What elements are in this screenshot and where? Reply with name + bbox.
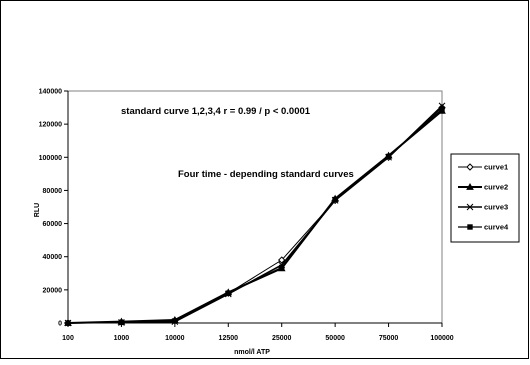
- y-tick-label: 20000: [43, 287, 63, 294]
- x-tick-label: 100000: [430, 335, 453, 342]
- series-line: [67, 108, 443, 324]
- x-tick-label: 25000: [272, 335, 292, 342]
- legend-label: curve2: [484, 183, 508, 192]
- legend-label: curve1: [484, 163, 508, 172]
- annotation-stats: standard curve 1,2,3,4 r = 0.99 / p < 0.…: [121, 106, 311, 117]
- data-point: [278, 256, 286, 264]
- legend-marker: [466, 163, 474, 171]
- x-axis-label: nmol/l ATP: [234, 349, 270, 356]
- data-point: [225, 290, 231, 296]
- x-tick-label: 75000: [379, 335, 399, 342]
- y-tick-label: 40000: [43, 254, 63, 261]
- annotation-subtitle: Four time - depending standard curves: [178, 169, 354, 180]
- y-tick-label: 140000: [39, 89, 62, 96]
- legend: curve1 curve2 curve3 curve4: [458, 163, 509, 232]
- series-layer: [64, 102, 446, 327]
- y-tick-label: 120000: [39, 122, 62, 129]
- legend-marker: [466, 182, 474, 190]
- y-tick-label: 60000: [43, 221, 63, 228]
- y-axis-label: RLU: [34, 203, 41, 217]
- legend-item-1: curve1: [458, 163, 508, 172]
- x-axis-ticks: 100 1000 10000 12500 25000 50000 75000 100000: [62, 323, 454, 342]
- legend-item-4: curve4: [458, 223, 509, 232]
- data-point: [439, 106, 445, 112]
- y-tick-label: 80000: [43, 188, 63, 195]
- data-point: [118, 319, 125, 326]
- legend-marker: [467, 224, 473, 230]
- data-point: [279, 264, 285, 271]
- legend-marker: [466, 203, 474, 211]
- legend-item-3: curve3: [458, 203, 508, 212]
- series-4: [65, 106, 445, 326]
- y-axis-ticks: 0 20000 40000 60000 80000 100000 120000 140000: [39, 89, 68, 328]
- data-point: [332, 196, 338, 203]
- x-tick-label: 12500: [219, 335, 239, 342]
- x-tick-label: 10000: [165, 335, 185, 342]
- x-tick-label: 50000: [325, 335, 345, 342]
- y-tick-label: 100000: [39, 155, 62, 162]
- legend-item-2: curve2: [458, 183, 508, 192]
- legend-label: curve3: [484, 203, 508, 212]
- y-tick-label: 0: [58, 321, 62, 328]
- data-point: [385, 153, 392, 160]
- x-tick-label: 100: [62, 335, 74, 342]
- x-tick-label: 1000: [114, 335, 130, 342]
- legend-label: curve4: [484, 223, 509, 232]
